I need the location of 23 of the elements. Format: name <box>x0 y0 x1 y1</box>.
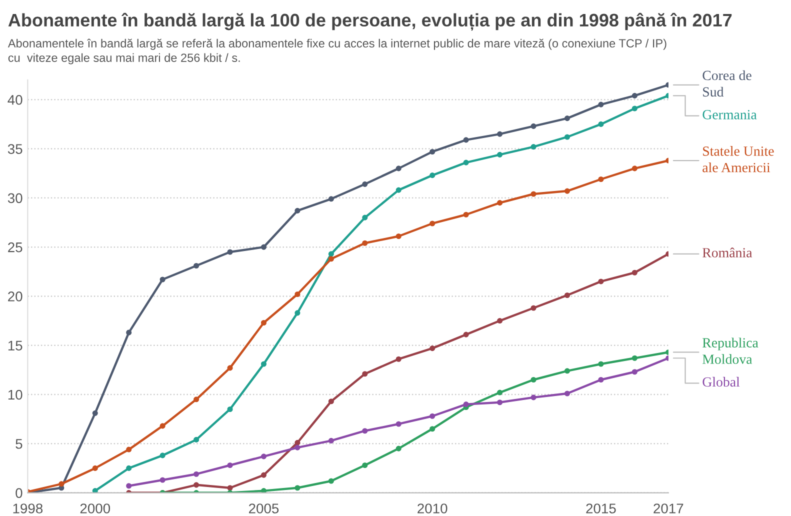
y-tick-label: 25 <box>8 242 22 252</box>
text: Global <box>702 376 740 387</box>
x-tick-label: 2000 <box>80 504 110 514</box>
y-tick-label: 35 <box>8 144 22 154</box>
y-tick-label: 0 <box>16 488 22 498</box>
x-tick-label: 2010 <box>418 504 448 514</box>
y-tick-label: 15 <box>8 340 22 351</box>
y-tick-label: 10 <box>8 390 22 400</box>
text: Corea de Sud <box>702 70 752 97</box>
x-tick-label: 2005 <box>248 504 279 514</box>
text: Statele Unite ale Americii <box>702 146 774 172</box>
y-tick-label: 30 <box>8 193 22 204</box>
chart-subtitle: Abonamentele în bandă largă se referă la abonamentele fixe cu acces la internet public de mare viteză (o conexiune TCP / IP) cu viteze egale sau mai mari de 256 kbit / s. <box>8 38 666 64</box>
x-tick-label: 2017 <box>654 504 684 514</box>
text: Germania <box>702 110 757 120</box>
text: Republica Moldova <box>702 338 758 364</box>
y-tick-label: 5 <box>16 439 22 449</box>
x-tick-label: 2015 <box>586 504 616 514</box>
x-tick-label: 1998 <box>13 504 43 514</box>
y-tick-label: 20 <box>8 292 22 302</box>
y-tick-label: 40 <box>8 94 22 105</box>
text: România <box>702 248 752 258</box>
chart-title: Abonamente în bandă largă la 100 de persoane, evoluția pe an din 1998 până în 2017 <box>8 12 732 31</box>
